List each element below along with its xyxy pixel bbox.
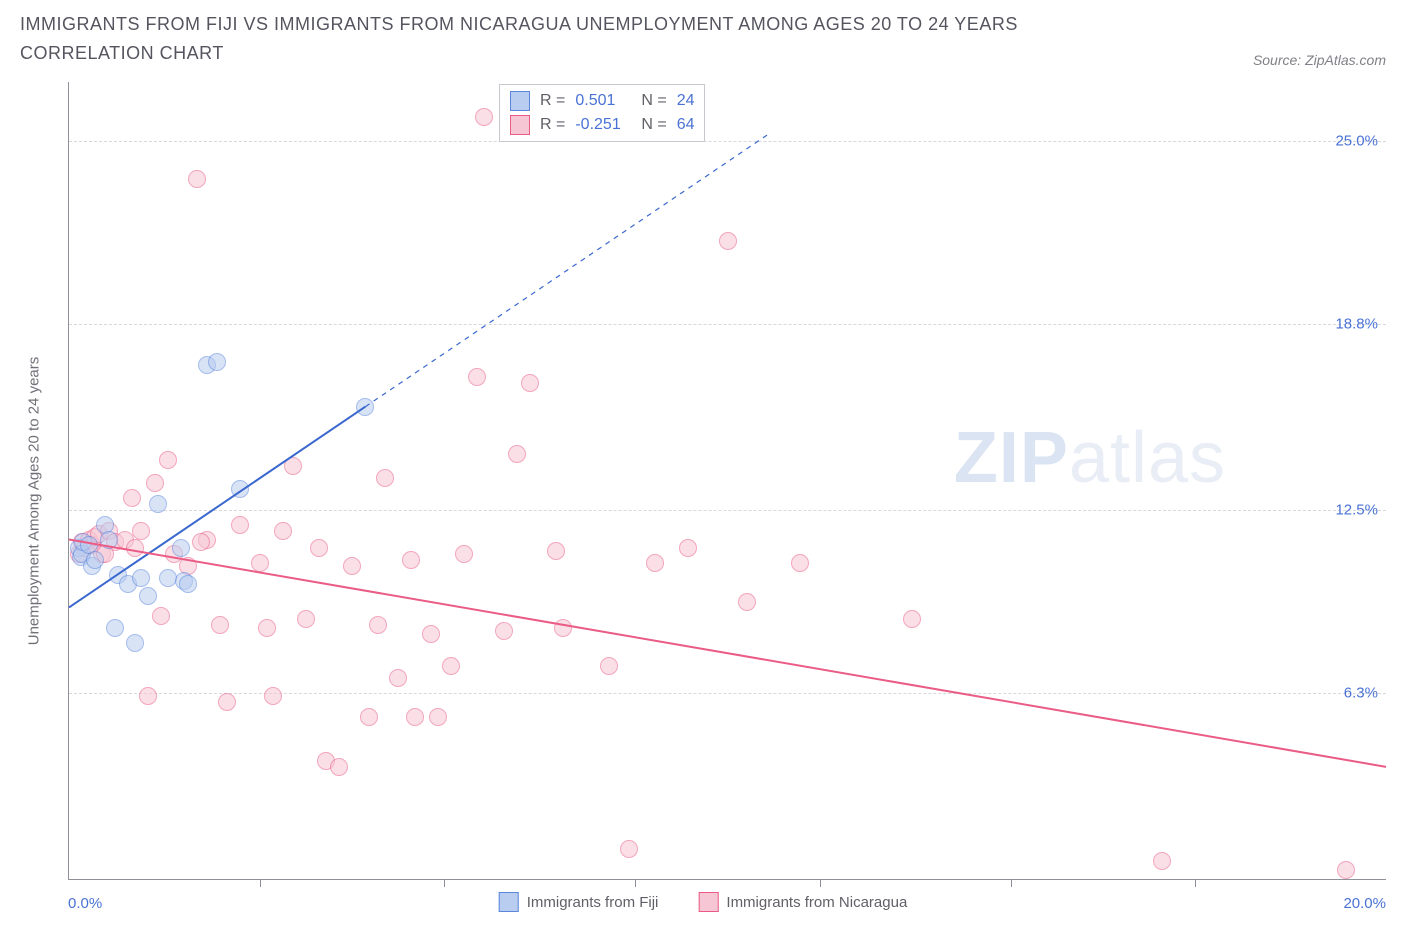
n-value: 64: [677, 113, 695, 137]
r-value: -0.251: [575, 113, 631, 137]
legend-swatch: [510, 91, 530, 111]
yaxis-title: Unemployment Among Ages 20 to 24 years: [26, 357, 43, 646]
legend-swatch: [698, 892, 718, 912]
legend-swatch: [510, 115, 530, 135]
legend-label: Immigrants from Fiji: [527, 894, 659, 911]
legend-item: Immigrants from Nicaragua: [698, 892, 907, 912]
stats-row: R = 0.501 N = 24: [510, 89, 694, 113]
n-label: N =: [641, 113, 666, 137]
xaxis-label-min: 0.0%: [68, 895, 102, 912]
stats-row: R = -0.251 N = 64: [510, 113, 694, 137]
xaxis-tick: [260, 879, 261, 887]
xaxis-tick: [1195, 879, 1196, 887]
r-value: 0.501: [575, 89, 631, 113]
trend-line: [69, 540, 1386, 767]
source-label: Source: ZipAtlas.com: [1253, 52, 1386, 68]
n-value: 24: [677, 89, 695, 113]
trend-line: [69, 407, 365, 608]
n-label: N =: [641, 89, 666, 113]
r-label: R =: [540, 89, 565, 113]
plot-area: ZIPatlas R = 0.501 N = 24 R = -0.251 N =…: [68, 82, 1386, 880]
legend-item: Immigrants from Fiji: [499, 892, 659, 912]
r-label: R =: [540, 113, 565, 137]
stats-legend: R = 0.501 N = 24 R = -0.251 N = 64: [499, 84, 705, 142]
trend-line-extrapolated: [365, 135, 767, 407]
xaxis-tick: [820, 879, 821, 887]
xaxis-label-max: 20.0%: [1343, 895, 1386, 912]
series-legend: Immigrants from Fiji Immigrants from Nic…: [499, 892, 908, 912]
xaxis-tick: [1011, 879, 1012, 887]
legend-label: Immigrants from Nicaragua: [726, 894, 907, 911]
xaxis-tick: [635, 879, 636, 887]
chart-title: IMMIGRANTS FROM FIJI VS IMMIGRANTS FROM …: [20, 10, 1120, 68]
legend-swatch: [499, 892, 519, 912]
trend-lines: [69, 82, 1386, 879]
chart-container: Unemployment Among Ages 20 to 24 years Z…: [20, 82, 1386, 920]
xaxis-tick: [444, 879, 445, 887]
